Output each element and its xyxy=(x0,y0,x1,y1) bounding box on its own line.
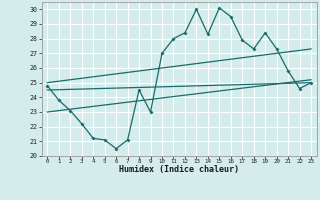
X-axis label: Humidex (Indice chaleur): Humidex (Indice chaleur) xyxy=(119,165,239,174)
